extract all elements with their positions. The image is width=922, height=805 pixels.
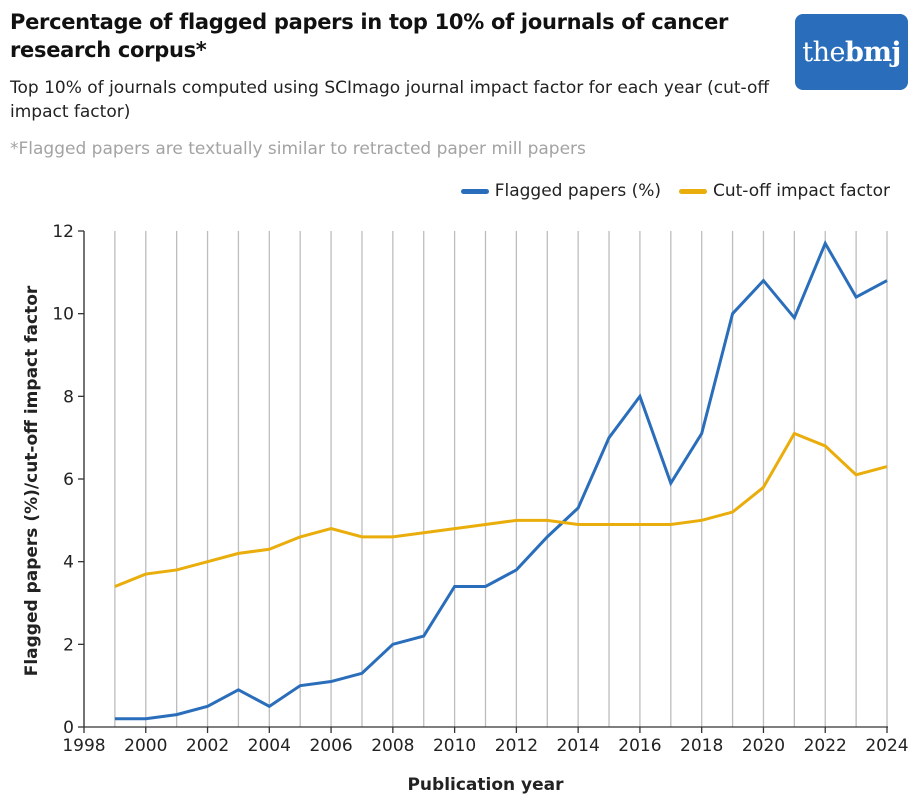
x-tick-label: 1998 (62, 736, 105, 756)
legend-label: Flagged papers (%) (494, 181, 661, 201)
x-tick-label: 2024 (865, 736, 908, 756)
logo-prefix: the (802, 36, 845, 68)
y-tick-label: 2 (63, 635, 74, 655)
legend-item-cutoff-impact-factor: Cut-off impact factor (679, 181, 890, 201)
y-tick-label: 10 (52, 305, 74, 325)
y-axis-title: Flagged papers (%)/cut-off impact factor (22, 285, 42, 676)
y-tick-label: 6 (63, 470, 74, 490)
chart-subtitle: Top 10% of journals computed using SCIma… (10, 78, 770, 122)
x-tick-label: 2022 (804, 736, 847, 756)
x-tick-label: 2016 (618, 736, 661, 756)
x-tick-label: 2006 (309, 736, 352, 756)
series-line-flagged-papers (114, 240, 888, 721)
bmj-logo: the bmj (795, 14, 908, 90)
logo-brand: bmj (845, 36, 901, 68)
x-tick-label: 2010 (433, 736, 476, 756)
x-tick-label: 2014 (557, 736, 600, 756)
x-tick-label: 2004 (248, 736, 291, 756)
legend-item-flagged-papers: Flagged papers (%) (460, 181, 661, 201)
series-lines (114, 240, 888, 721)
x-tick-label: 2020 (742, 736, 785, 756)
legend-swatch (679, 188, 707, 194)
y-tick-label: 12 (52, 222, 74, 242)
x-axis-ticks: 1998 2000 2002 2004 2006 2008 2010 2012 2014 2016… (62, 727, 909, 756)
y-tick-label: 8 (63, 387, 74, 407)
x-tick-label: 2012 (495, 736, 538, 756)
x-tick-label: 2002 (186, 736, 229, 756)
chart-footnote: *Flagged papers are textually similar to… (10, 139, 586, 159)
y-tick-label: 4 (63, 553, 74, 573)
chart-legend: Flagged papers (%) Cut-off impact factor (460, 178, 890, 204)
chart-title: Percentage of flagged papers in top 10% … (10, 10, 729, 62)
y-tick-label: 0 (63, 718, 74, 738)
x-tick-label: 2018 (680, 736, 723, 756)
legend-label: Cut-off impact factor (713, 181, 890, 201)
x-tick-label: 2000 (124, 736, 167, 756)
x-tick-label: 2008 (371, 736, 414, 756)
y-axis-ticks: 0 2 4 6 8 10 12 (52, 222, 84, 738)
x-axis-title: Publication year (407, 775, 564, 795)
series-line-cutoff-impact-factor (114, 431, 888, 588)
legend-swatch (460, 188, 489, 194)
